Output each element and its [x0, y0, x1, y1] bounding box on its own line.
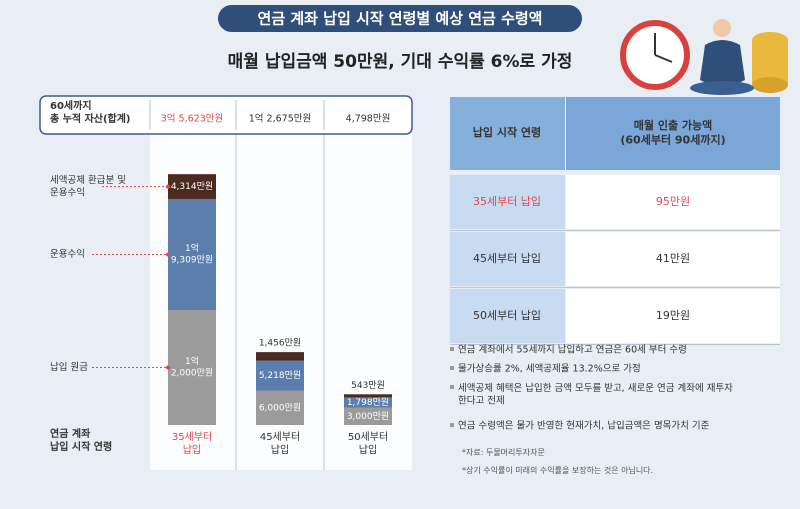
x-tick-label: 35세부터 납입 — [172, 431, 212, 456]
legend-label: 운용수익 — [50, 248, 85, 260]
table-cell — [450, 289, 565, 343]
table-text: 45세부터 납입 — [473, 252, 541, 265]
summary-box — [39, 95, 413, 135]
disclaimer: *상기 수익률이 미래의 수익률을 보장하는 것은 아닙니다. — [462, 465, 653, 475]
table-text: 35세부터 납입 — [473, 195, 541, 208]
table-header: 납입 시작 연령 — [473, 125, 541, 139]
chart-subtitle: 매월 납입금액 50만원, 기대 수익률 6%로 가정 — [228, 52, 573, 72]
x-tick-label: 45세부터 납입 — [260, 431, 300, 456]
illustration — [620, 19, 788, 95]
bar-segment — [344, 407, 392, 425]
table-text: 41만원 — [656, 252, 690, 265]
table-cell — [450, 232, 565, 286]
x-tick-label: 50세부터 납입 — [348, 431, 388, 456]
value-label: 4,314만원 — [171, 181, 213, 192]
chart-title: 연금 계좌 납입 시작 연령별 예상 연금 수령액 — [258, 10, 543, 28]
leader-dot — [166, 365, 170, 370]
summary-value: 3억 5,623만원 — [161, 113, 223, 125]
table-cell — [450, 175, 565, 229]
bar-segment — [344, 394, 392, 398]
note-bullet — [450, 423, 454, 427]
bar-segment — [256, 360, 304, 391]
x-axis-label: 연금 계좌 납입 시작 연령 — [50, 427, 112, 453]
table-cell — [566, 175, 780, 229]
table-header: 매월 인출 가능액 (60세부터 90세까지) — [620, 118, 725, 146]
note-bullet — [450, 366, 454, 370]
note: 세액공제 혜택은 납입한 금액 모두를 받고, 새로운 연금 계좌에 재투자 한다… — [458, 382, 733, 406]
value-label: 1억 2,000만원 — [171, 355, 213, 379]
summary-value: 1억 2,675만원 — [249, 113, 311, 125]
summary-value: 4,798만원 — [346, 114, 391, 125]
summary-label: 60세까지 총 누적 자산(합계) — [50, 99, 131, 125]
title-pill — [218, 5, 582, 32]
legend-label: 납입 원금 — [50, 361, 88, 373]
note-bullet — [450, 347, 454, 351]
value-label: 3,000만원 — [347, 411, 389, 422]
table-text: 50세부터 납입 — [473, 309, 541, 322]
bar-segment — [256, 352, 304, 361]
note-bullet — [450, 385, 454, 389]
note: 연금 계좌에서 55세까지 납입하고 연금은 60세 부터 수령 — [458, 344, 687, 356]
source: *자료: 두물머리투자자문 — [462, 448, 545, 457]
table-cell — [566, 289, 780, 343]
note: 물가상승률 2%, 세액공제율 13.2%으로 가정 — [458, 363, 641, 375]
legend-label: 세액공제 환급분 및 운용수익 — [50, 174, 126, 198]
value-label: 6,000만원 — [259, 402, 301, 413]
value-label: 5,218만원 — [259, 370, 301, 381]
value-label: 1,456만원 — [259, 338, 301, 349]
value-label: 1,798만원 — [347, 397, 389, 408]
table-cell — [566, 232, 780, 286]
value-label: 1억 9,309만원 — [171, 241, 213, 265]
bar-segment — [168, 198, 216, 310]
table-header-cell — [566, 97, 780, 170]
bar-segment — [344, 397, 392, 408]
table-header-cell — [450, 97, 565, 170]
bar-segment — [168, 310, 216, 425]
bar-segment — [168, 174, 216, 199]
note: 연금 수령액은 물가 반영한 현재가치, 납입금액은 명목가치 기준 — [458, 420, 710, 432]
bar-segment — [256, 390, 304, 425]
leader-dot — [166, 184, 170, 189]
table-text: 19만원 — [656, 309, 690, 322]
value-label: 543만원 — [351, 380, 385, 391]
table-text: 95만원 — [656, 195, 690, 208]
leader-dot — [166, 252, 170, 257]
